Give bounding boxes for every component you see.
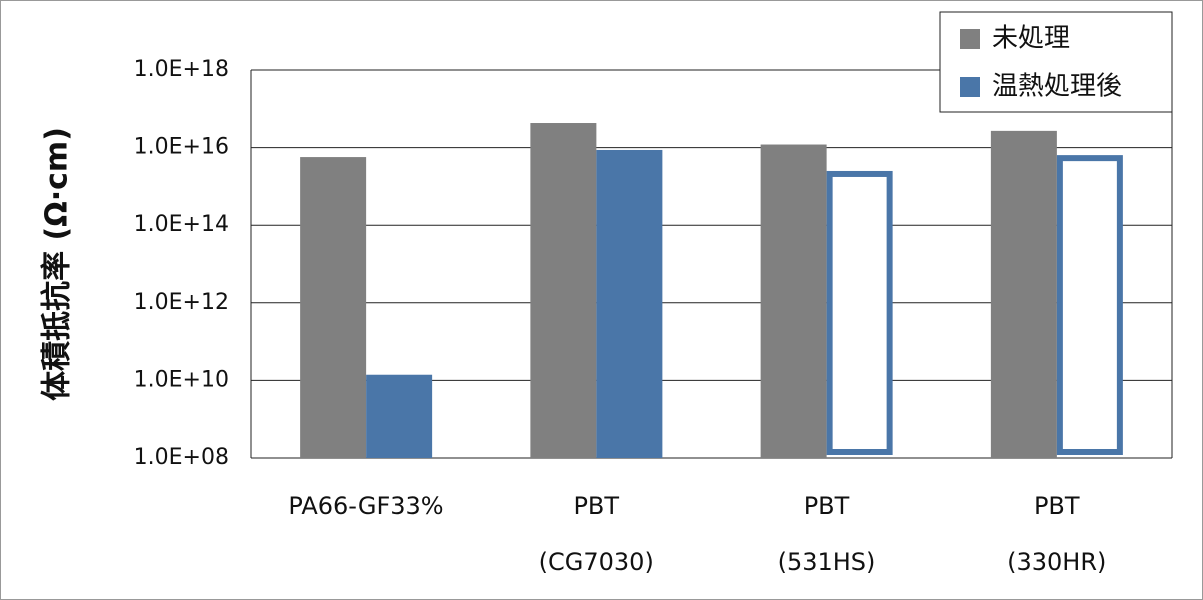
y-axis-label: 体積抵抗率 (Ω·cm) [40,127,75,401]
bar [366,374,433,458]
bar [760,144,827,458]
bar [990,130,1057,458]
legend-swatch [960,29,980,49]
bar [826,170,893,455]
y-tick-label: 1.0E+10 [134,367,229,392]
bar [530,123,597,458]
legend-label: 温熱処理後 [992,72,1122,102]
y-tick-label: 1.0E+14 [134,212,229,237]
bar [596,149,663,458]
x-tick-label: PA66-GF33% [288,492,444,520]
bar [300,157,367,458]
x-tick-label: PBT (330HR) [1007,492,1107,576]
y-tick-label: 1.0E+12 [134,290,229,315]
y-tick-label: 1.0E+08 [134,445,229,470]
y-tick-label: 1.0E+16 [134,135,229,160]
bar [1056,155,1123,456]
x-tick-label: PBT (CG7030) [538,492,654,576]
x-tick-label: PBT (531HS) [777,492,876,576]
y-tick-label: 1.0E+18 [134,57,229,82]
legend-label: 未処理 [992,24,1070,54]
legend-swatch [960,77,980,97]
